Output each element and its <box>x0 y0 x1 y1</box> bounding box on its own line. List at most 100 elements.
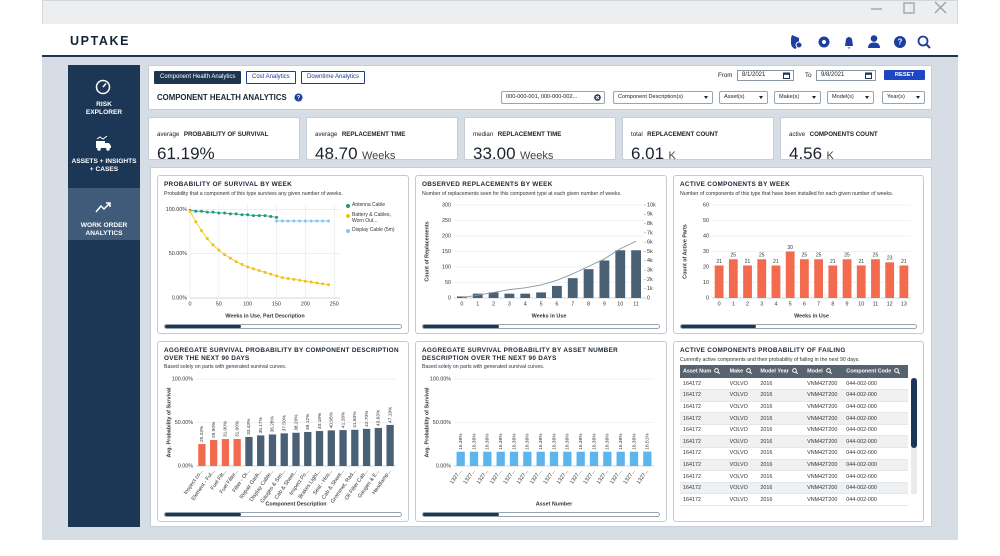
y2-tick-label: 5k <box>647 249 653 255</box>
x-tick-label: 9 <box>603 301 606 307</box>
tab[interactable]: Cost Analytics <box>246 71 296 84</box>
data-label: 21 <box>745 259 751 265</box>
data-label: 16.39% <box>538 432 544 449</box>
table-row[interactable]: 164172 VOLVO 2016 VNM42T200 044-002-000 <box>680 412 908 425</box>
nav-item[interactable]: WORK ORDER ANALYTICS <box>68 188 140 240</box>
x-tick-label: 5 <box>540 301 543 307</box>
to-date[interactable]: 9/8/2021 <box>816 70 876 81</box>
scrollbar[interactable] <box>680 324 917 329</box>
data-label: 30 <box>787 245 793 251</box>
search-icon[interactable] <box>714 368 721 375</box>
table-row[interactable]: 164172 VOLVO 2016 VNM42T200 044-002-000 <box>680 470 908 483</box>
from-date[interactable]: 8/1/2021 <box>737 70 794 81</box>
data-point <box>275 274 279 278</box>
scrollbar[interactable] <box>911 378 917 494</box>
reset-button[interactable]: RESET <box>884 70 925 80</box>
filter[interactable]: Component Description(s) <box>613 91 713 104</box>
nav-item[interactable]: ASSETS + INSIGHTS + CASES <box>68 132 140 184</box>
data-label: 36.28% <box>270 415 276 432</box>
column-header[interactable]: Model Year <box>757 365 805 378</box>
search-icon[interactable] <box>746 368 753 375</box>
bar <box>567 278 578 298</box>
table-row[interactable]: 164172 VOLVO 2016 VNM42T200 044-002-000 <box>680 459 908 472</box>
y-tick-label: 100.00% <box>172 376 193 382</box>
help-icon[interactable] <box>894 36 906 48</box>
search-icon[interactable] <box>917 35 929 47</box>
scroll-thumb[interactable] <box>681 325 757 328</box>
bar <box>257 434 265 466</box>
x-tick-label: 1327... <box>489 468 503 485</box>
filter[interactable]: Asset(s) <box>719 91 768 104</box>
column-header[interactable]: Component Code <box>843 365 908 378</box>
scroll-thumb[interactable] <box>165 513 241 516</box>
tab[interactable]: Downtime Analytics <box>301 71 366 84</box>
data-point <box>205 237 209 241</box>
tab[interactable]: Component Health Analytics <box>154 71 242 84</box>
kpi-value: 33.00 <box>473 144 516 163</box>
table-body: 164172 VOLVO 2016 VNM42T200 044-002-000 16417… <box>680 378 908 507</box>
search-icon[interactable] <box>825 368 832 375</box>
column-header[interactable]: Model <box>804 365 844 378</box>
x-tick-label: 1327... <box>449 468 463 485</box>
bar <box>315 430 324 466</box>
notifications-icon[interactable] <box>845 37 853 49</box>
x-tick-label: 2 <box>492 301 495 307</box>
scroll-thumb[interactable] <box>911 378 917 448</box>
filter[interactable]: Year(s) <box>882 91 925 104</box>
table-cell: VOLVO <box>726 378 758 391</box>
data-point <box>298 278 302 282</box>
scroll-thumb[interactable] <box>423 325 499 328</box>
table-row[interactable]: 164172 VOLVO 2016 VNM42T200 044-002-000 <box>680 493 908 507</box>
column-header[interactable]: Asset Num <box>680 365 727 378</box>
table-row[interactable]: 164172 VOLVO 2016 VNM42T200 044-002-000 <box>680 378 908 391</box>
bar <box>456 451 465 466</box>
scrollbar[interactable] <box>422 324 660 329</box>
x-tick-label: 1327... <box>569 468 583 485</box>
table-row[interactable]: 164172 VOLVO 2016 VNM42T200 044-002-000 <box>680 435 908 449</box>
table-row[interactable]: 164172 VOLVO 2016 VNM42T200 044-002-000 <box>680 401 908 414</box>
logo[interactable]: UPTAKE <box>70 34 131 48</box>
x-tick-label: 3 <box>508 301 511 307</box>
table-cell: VNM42T200 <box>804 482 844 495</box>
table-cell: 2016 <box>757 459 805 472</box>
filter[interactable]: 000-000-001, 000-000-002... <box>501 91 605 104</box>
scrollbar[interactable] <box>164 512 402 517</box>
data-label: 16.39% <box>605 432 611 449</box>
panel-body: 0.00% 50.00% 100.00% Component Description A… <box>164 373 402 508</box>
x-tick-label: 1327... <box>542 468 556 485</box>
scroll-thumb[interactable] <box>423 513 499 516</box>
panel-body: 0 10 20 30 40 50 60 Weeks in Use Count of Active… <box>680 199 917 320</box>
panel-title: AGGREGATE SURVIVAL PROBABILITY BY COMPON… <box>164 347 399 362</box>
table-row[interactable]: 164172 VOLVO 2016 VNM42T200 044-002-000 <box>680 482 908 495</box>
data-label: 37.50% <box>282 414 288 431</box>
scrollbar[interactable] <box>422 512 660 517</box>
data-label: 25 <box>816 253 822 259</box>
x-tick-label: 0 <box>460 301 463 307</box>
data-point <box>257 269 261 273</box>
filter[interactable]: Make(s) <box>774 91 821 104</box>
help-icon[interactable]: ? <box>294 93 303 102</box>
table-cell: 2016 <box>757 493 805 507</box>
search-icon[interactable] <box>791 368 798 375</box>
maximize-icon[interactable] <box>903 2 915 14</box>
panel-body: 0.00% 50.00% 100.00% Weeks in Use, Part Des… <box>164 199 402 320</box>
legend-swatch <box>346 229 350 234</box>
table-row[interactable]: 164172 VOLVO 2016 VNM42T200 044-002-000 <box>680 424 908 437</box>
user-icon[interactable] <box>870 35 878 42</box>
close-icon[interactable] <box>934 1 947 14</box>
scrollbar[interactable] <box>164 324 402 329</box>
y2-tick-label: 3k <box>647 268 653 274</box>
data-label: 16.39% <box>551 432 557 449</box>
clear-icon[interactable] <box>594 94 601 101</box>
kpi-label: active COMPONENTS COUNT <box>789 123 923 141</box>
bar <box>771 265 781 298</box>
scroll-thumb[interactable] <box>165 325 241 328</box>
nav-item[interactable]: RISK EXPLORER <box>68 75 140 121</box>
table-cell: 044-002-000 <box>843 424 908 437</box>
table-row[interactable]: 164172 VOLVO 2016 VNM42T200 044-002-000 <box>680 389 908 402</box>
table-row[interactable]: 164172 VOLVO 2016 VNM42T200 044-002-000 <box>680 447 908 460</box>
filter[interactable]: Model(s) <box>827 91 874 104</box>
search-icon[interactable] <box>894 368 901 375</box>
column-header[interactable]: Make <box>726 365 758 378</box>
panel: OBSERVED REPLACEMENTS BY WEEK Number of r… <box>415 175 667 334</box>
